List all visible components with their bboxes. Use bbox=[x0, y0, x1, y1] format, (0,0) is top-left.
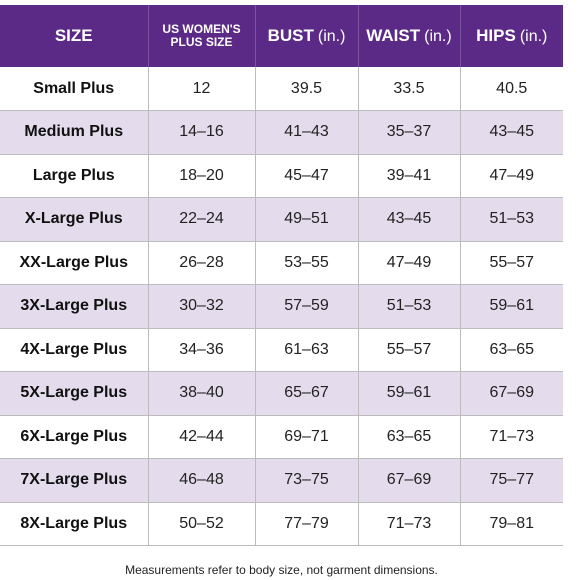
cell-us-size: 12 bbox=[147, 67, 255, 111]
cell-bust: 77–79 bbox=[254, 502, 358, 546]
header-us-line2: PLUS SIZE bbox=[170, 35, 233, 49]
cell-size: Large Plus bbox=[0, 154, 148, 198]
cell-size: Medium Plus bbox=[0, 110, 148, 155]
header-row: SIZE US WOMEN'S PLUS SIZE BUST (in.) WAIS… bbox=[0, 5, 563, 67]
header-us-line1: US WOMEN'S bbox=[162, 22, 241, 36]
table-row: 3X-Large Plus 30–32 57–59 51–53 59–61 bbox=[0, 284, 563, 329]
cell-us-size: 26–28 bbox=[147, 241, 255, 285]
table-row: Large Plus 18–20 45–47 39–41 47–49 bbox=[0, 154, 563, 198]
cell-hips: 55–57 bbox=[459, 241, 563, 285]
header-bust-unit: (in.) bbox=[317, 28, 346, 45]
cell-hips: 63–65 bbox=[459, 328, 563, 372]
header-bust: BUST (in.) bbox=[254, 5, 358, 67]
cell-size: X-Large Plus bbox=[0, 197, 148, 242]
cell-us-size: 50–52 bbox=[147, 502, 255, 546]
cell-hips: 59–61 bbox=[459, 284, 563, 329]
cell-size: 3X-Large Plus bbox=[0, 284, 148, 329]
cell-us-size: 18–20 bbox=[147, 154, 255, 198]
cell-waist: 71–73 bbox=[357, 502, 460, 546]
cell-bust: 49–51 bbox=[254, 197, 358, 242]
header-us-size: US WOMEN'S PLUS SIZE bbox=[147, 5, 255, 67]
cell-hips: 67–69 bbox=[459, 371, 563, 416]
footnote: Measurements refer to body size, not gar… bbox=[125, 563, 438, 577]
header-waist-label: WAIST bbox=[366, 26, 421, 45]
cell-bust: 61–63 bbox=[254, 328, 358, 372]
cell-bust: 57–59 bbox=[254, 284, 358, 329]
cell-size: 8X-Large Plus bbox=[0, 502, 148, 546]
cell-us-size: 22–24 bbox=[147, 197, 255, 242]
cell-size: 7X-Large Plus bbox=[0, 458, 148, 503]
cell-waist: 35–37 bbox=[357, 110, 460, 155]
header-bust-label: BUST bbox=[267, 26, 314, 45]
cell-us-size: 42–44 bbox=[147, 415, 255, 459]
cell-bust: 69–71 bbox=[254, 415, 358, 459]
table-row: 8X-Large Plus 50–52 77–79 71–73 79–81 bbox=[0, 502, 563, 546]
cell-hips: 71–73 bbox=[459, 415, 563, 459]
header-waist: WAIST (in.) bbox=[357, 5, 460, 67]
table-row: X-Large Plus 22–24 49–51 43–45 51–53 bbox=[0, 197, 563, 242]
cell-hips: 43–45 bbox=[459, 110, 563, 155]
cell-waist: 43–45 bbox=[357, 197, 460, 242]
cell-size: 4X-Large Plus bbox=[0, 328, 148, 372]
table-row: 6X-Large Plus 42–44 69–71 63–65 71–73 bbox=[0, 415, 563, 459]
cell-us-size: 38–40 bbox=[147, 371, 255, 416]
table-row: Small Plus 12 39.5 33.5 40.5 bbox=[0, 67, 563, 111]
header-hips-label: HIPS bbox=[476, 26, 516, 45]
cell-size: XX-Large Plus bbox=[0, 241, 148, 285]
cell-size: Small Plus bbox=[0, 67, 148, 111]
table-row: XX-Large Plus 26–28 53–55 47–49 55–57 bbox=[0, 241, 563, 285]
cell-size: 5X-Large Plus bbox=[0, 371, 148, 416]
cell-waist: 67–69 bbox=[357, 458, 460, 503]
header-hips: HIPS (in.) bbox=[459, 5, 563, 67]
cell-waist: 47–49 bbox=[357, 241, 460, 285]
cell-hips: 51–53 bbox=[459, 197, 563, 242]
cell-bust: 73–75 bbox=[254, 458, 358, 503]
cell-hips: 79–81 bbox=[459, 502, 563, 546]
cell-waist: 51–53 bbox=[357, 284, 460, 329]
cell-waist: 55–57 bbox=[357, 328, 460, 372]
cell-hips: 75–77 bbox=[459, 458, 563, 503]
cell-waist: 59–61 bbox=[357, 371, 460, 416]
header-size: SIZE bbox=[54, 26, 93, 45]
cell-waist: 39–41 bbox=[357, 154, 460, 198]
cell-bust: 65–67 bbox=[254, 371, 358, 416]
cell-bust: 41–43 bbox=[254, 110, 358, 155]
cell-waist: 63–65 bbox=[357, 415, 460, 459]
cell-size: 6X-Large Plus bbox=[0, 415, 148, 459]
cell-waist: 33.5 bbox=[357, 67, 460, 111]
cell-us-size: 46–48 bbox=[147, 458, 255, 503]
cell-hips: 40.5 bbox=[459, 67, 563, 111]
cell-us-size: 34–36 bbox=[147, 328, 255, 372]
cell-bust: 45–47 bbox=[254, 154, 358, 198]
cell-us-size: 14–16 bbox=[147, 110, 255, 155]
size-table: SIZE US WOMEN'S PLUS SIZE BUST (in.) WAIS… bbox=[0, 5, 563, 546]
header-waist-unit: (in.) bbox=[424, 28, 452, 45]
cell-us-size: 30–32 bbox=[147, 284, 255, 329]
cell-hips: 47–49 bbox=[459, 154, 563, 198]
cell-bust: 39.5 bbox=[254, 67, 358, 111]
table-row: 5X-Large Plus 38–40 65–67 59–61 67–69 bbox=[0, 371, 563, 416]
table-row: 7X-Large Plus 46–48 73–75 67–69 75–77 bbox=[0, 458, 563, 503]
table-row: 4X-Large Plus 34–36 61–63 55–57 63–65 bbox=[0, 328, 563, 372]
header-hips-unit: (in.) bbox=[519, 28, 548, 45]
cell-bust: 53–55 bbox=[254, 241, 358, 285]
table-row: Medium Plus 14–16 41–43 35–37 43–45 bbox=[0, 110, 563, 155]
